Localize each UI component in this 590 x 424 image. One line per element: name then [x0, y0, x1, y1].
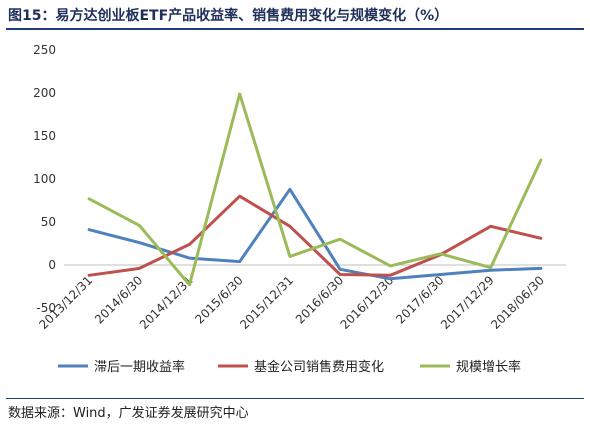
plot-area: [87, 92, 543, 287]
y-tick-label: 50: [41, 215, 56, 229]
y-tick-label: -50: [36, 301, 56, 315]
legend-label-3: 规模增长率: [456, 359, 521, 375]
chart-title: 图15：易方达创业板ETF产品收益率、销售费用变化与规模变化（%）: [8, 8, 449, 24]
x-tick-label: 2015/6/30: [192, 273, 245, 326]
x-tick-label: 2016/6/30: [293, 273, 346, 326]
y-axis: -50 0 50 100 150 200 250: [33, 43, 56, 315]
source-divider: [6, 398, 584, 399]
legend: 滞后一期收益率 基金公司销售费用变化 规模增长率: [58, 359, 521, 375]
series-line-3: [87, 92, 543, 287]
y-tick-label: 250: [33, 43, 56, 57]
y-tick-label: 200: [33, 86, 56, 100]
x-axis: 2013/12/312014/6/302014/12/312015/6/3020…: [36, 273, 547, 332]
source-note: 数据来源：Wind，广发证券发展研究中心: [8, 406, 249, 421]
series-line-1: [87, 187, 543, 281]
x-tick-label: 2016/12/30: [338, 273, 397, 332]
x-tick-label: 2017/6/30: [393, 273, 446, 326]
legend-label-2: 基金公司销售费用变化: [254, 359, 384, 375]
y-tick-label: 100: [33, 172, 56, 186]
x-tick-label: 2014/6/30: [92, 273, 145, 326]
legend-label-1: 滞后一期收益率: [94, 359, 185, 375]
x-tick-label: 2015/12/31: [237, 273, 296, 332]
title-divider: [6, 28, 584, 30]
y-tick-label: 150: [33, 129, 56, 143]
x-tick-label: 2018/06/30: [488, 273, 547, 332]
y-tick-label: 0: [48, 258, 56, 272]
line-chart: -50 0 50 100 150 200 250 2013/12/312014/6/3020…: [33, 43, 566, 375]
